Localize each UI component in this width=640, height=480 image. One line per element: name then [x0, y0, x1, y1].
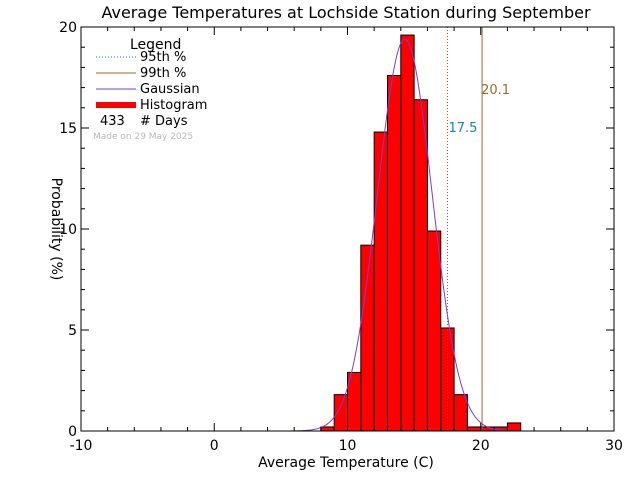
y-tick-label: 10 — [59, 222, 77, 238]
histogram-bar — [413, 99, 428, 432]
y-tick-label: 15 — [59, 121, 77, 137]
x-axis-label: Average Temperature (C) — [258, 455, 434, 471]
histogram-bar — [426, 230, 442, 432]
histogram-bar — [400, 34, 415, 432]
histogram-bar — [506, 422, 522, 432]
chart-title: Average Temperatures at Lochside Station… — [101, 3, 590, 22]
legend-days-label: # Days — [140, 114, 188, 129]
histogram-bar — [333, 394, 348, 432]
x-tick-label: 30 — [605, 438, 623, 454]
legend-item-label: 99th % — [140, 66, 186, 81]
y-tick-label: 5 — [68, 323, 77, 339]
y-tick-label: 20 — [59, 20, 77, 36]
legend-item-label: 95th % — [140, 50, 186, 65]
gaussian-curve — [280, 38, 548, 432]
x-tick-label: -10 — [70, 438, 93, 454]
histogram-bar — [466, 426, 482, 432]
y-tick-label: 0 — [68, 424, 77, 440]
histogram-bar — [386, 74, 402, 432]
histogram-bar — [320, 426, 335, 432]
legend-title: Legend — [130, 37, 181, 53]
p95-label: 17.5 — [448, 121, 477, 136]
percentile-lines: 17.5 20.1 — [446, 27, 510, 431]
y-axis-label: Probability (%) — [48, 178, 64, 281]
histogram-bars — [320, 34, 522, 432]
legend-item-label: Gaussian — [140, 82, 200, 97]
made-on-note: Made on 29 May 2025 — [93, 132, 193, 142]
histogram-bar — [373, 131, 388, 432]
legend-days-count: 433 — [100, 114, 125, 129]
gaussian-line — [280, 38, 548, 432]
x-tick-label: 10 — [339, 438, 357, 454]
x-tick-label: 20 — [472, 438, 490, 454]
p99-label: 20.1 — [481, 83, 510, 98]
x-tick-label: 0 — [210, 438, 219, 454]
histogram-bar — [453, 394, 468, 432]
legend-item-label: Histogram — [140, 98, 207, 113]
